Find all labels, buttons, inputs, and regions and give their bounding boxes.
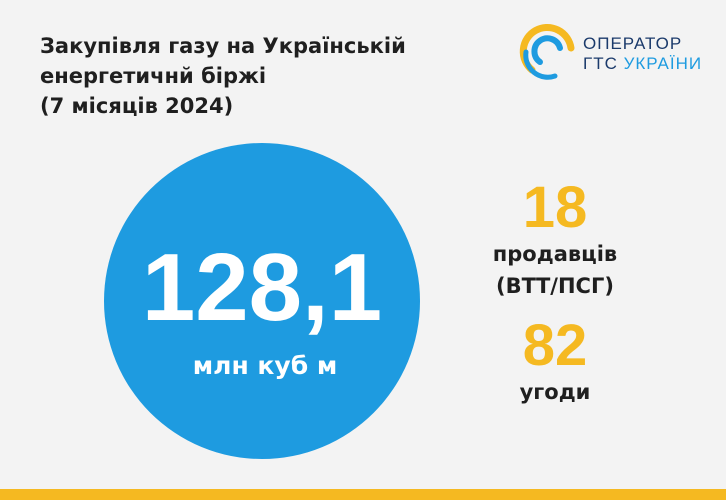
title: Закупівля газу на Українській енергетичн… (40, 31, 406, 121)
logo-text: ГТС УКРАЇНИ (583, 54, 702, 74)
title-line: (7 місяців 2024) (40, 94, 234, 118)
title-line: Закупівля газу на Українській (40, 34, 406, 58)
stat-label: продавців (492, 242, 618, 266)
footer-bar (0, 489, 726, 500)
title-line: енергетичнй біржі (40, 64, 267, 88)
stat-value: 18 (522, 175, 588, 240)
stat-value: 82 (522, 313, 588, 378)
logo-text: УКРАЇНИ (623, 54, 703, 73)
main-unit: млн куб м (193, 351, 338, 380)
stat: 18 продавців (ВТТ/ПСГ) (470, 178, 640, 302)
highlight-circle (104, 143, 420, 459)
main-value: 128,1 (142, 234, 382, 341)
stat: 82 угоди (470, 316, 640, 408)
logo-mark (519, 24, 575, 80)
stat-label: угоди (519, 380, 591, 404)
logo-text: ГТС (583, 54, 618, 73)
stat-label: (ВТТ/ПСГ) (496, 274, 614, 298)
logo-text: ОПЕРАТОР (583, 34, 683, 53)
